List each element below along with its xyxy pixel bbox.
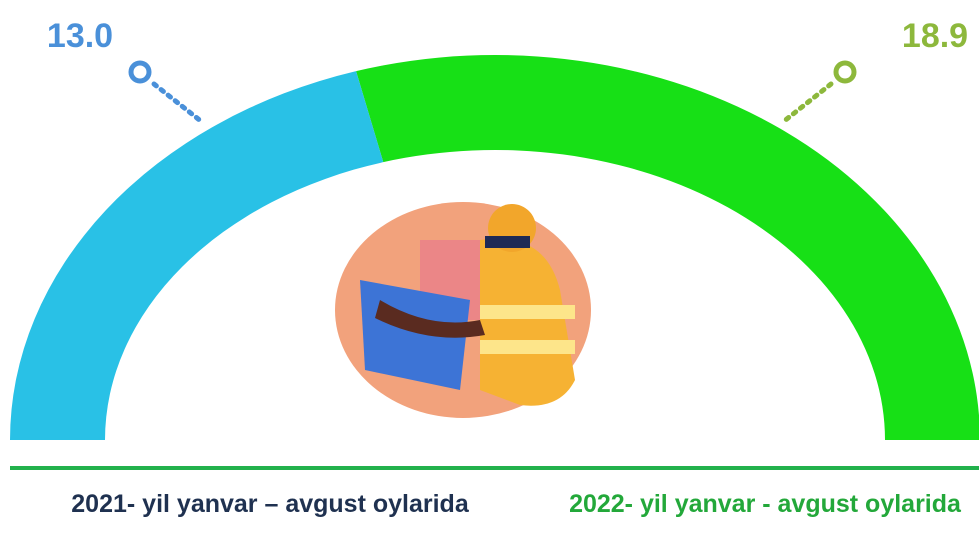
value-label: 18.9 — [902, 17, 968, 55]
category-label: 2022- yil yanvar - avgust oylarida — [569, 490, 961, 518]
category-label: 2021- yil yanvar – avgust oylarida — [71, 490, 469, 518]
indicator-line — [780, 81, 834, 125]
indicator-dot — [833, 60, 857, 84]
arc-segment — [356, 55, 979, 440]
indicator-line — [151, 81, 205, 125]
value-label: 13.0 — [47, 17, 113, 55]
illustration — [335, 202, 591, 418]
indicator-dot — [128, 60, 152, 84]
arc-segment — [10, 71, 384, 440]
